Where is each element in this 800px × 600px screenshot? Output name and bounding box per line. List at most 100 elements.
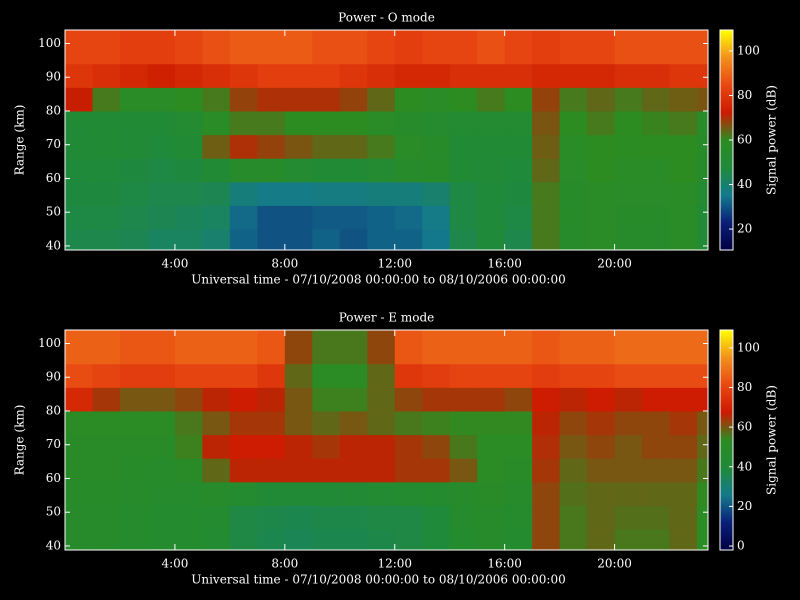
heatmap-cell — [504, 229, 533, 251]
heatmap-cell — [257, 134, 286, 159]
heatmap-cell — [394, 134, 423, 159]
heatmap-cell — [284, 481, 313, 506]
heatmap-cell — [92, 529, 121, 551]
heatmap-cell — [504, 410, 533, 436]
heatmap-cell — [174, 87, 203, 112]
heatmap-cell — [229, 434, 258, 459]
heatmap-cell — [587, 481, 616, 506]
heatmap-cell — [367, 330, 396, 365]
heatmap-cell — [367, 229, 396, 251]
heatmap-cell — [477, 410, 506, 436]
heatmap-cell — [257, 181, 286, 206]
heatmap-cell — [697, 134, 709, 159]
heatmap-cell — [65, 410, 93, 436]
heatmap-cell — [339, 458, 368, 483]
heatmap-cell — [257, 529, 286, 551]
heatmap-cell — [642, 529, 671, 551]
heatmap-cell — [119, 87, 148, 112]
heatmap-cell — [587, 87, 616, 112]
heatmap-cell — [504, 529, 533, 551]
y-tick-label: 50 — [46, 505, 61, 519]
heatmap-cell — [449, 434, 478, 459]
heatmap-cell — [449, 63, 478, 88]
heatmap-cell — [642, 229, 671, 251]
heatmap-cell — [697, 505, 709, 530]
heatmap-cell — [229, 110, 258, 136]
y-tick-label: 40 — [46, 238, 61, 252]
heatmap-cell — [367, 505, 396, 530]
heatmap-cell — [532, 481, 561, 506]
heatmap-cell — [65, 363, 93, 388]
heatmap-cell — [394, 87, 423, 112]
heatmap-cell — [532, 387, 561, 412]
heatmap-cell — [559, 158, 588, 183]
heatmap-cell — [559, 181, 588, 206]
heatmap-cell — [92, 229, 121, 251]
heatmap-cell — [642, 158, 671, 183]
y-tick-label: 80 — [46, 403, 61, 417]
heatmap-cell — [394, 229, 423, 251]
heatmap-cell — [394, 529, 423, 551]
heatmap-cell — [174, 205, 203, 230]
heatmap-cell — [614, 330, 643, 365]
heatmap-cell — [257, 110, 286, 136]
heatmap-cell — [174, 181, 203, 206]
heatmap-cell — [92, 181, 121, 206]
heatmap-cell — [422, 63, 451, 88]
heatmap-cell — [367, 410, 396, 436]
heatmap-cell — [394, 330, 423, 365]
heatmap-cell — [422, 87, 451, 112]
heatmap-cell — [504, 134, 533, 159]
heatmap-cell — [174, 158, 203, 183]
heatmap-cell — [339, 87, 368, 112]
heatmap-cell — [614, 481, 643, 506]
heatmap-cell — [92, 330, 121, 365]
heatmap-cell — [642, 110, 671, 136]
heatmap-cell — [394, 181, 423, 206]
heatmap-cell — [92, 87, 121, 112]
heatmap-cell — [532, 229, 561, 251]
heatmap-cell — [477, 481, 506, 506]
heatmap-cell — [92, 134, 121, 159]
heatmap-cell — [202, 87, 231, 112]
y-tick-label: 60 — [46, 471, 61, 485]
heatmap-cell — [559, 434, 588, 459]
heatmap-cell — [587, 529, 616, 551]
heatmap-cell — [147, 134, 176, 159]
heatmap-cell — [504, 387, 533, 412]
heatmap-cell — [119, 529, 148, 551]
heatmap-cell — [339, 529, 368, 551]
heatmap-cell — [284, 387, 313, 412]
heatmap-cell — [284, 30, 313, 65]
heatmap-cell — [229, 363, 258, 388]
heatmap-cell — [559, 63, 588, 88]
heatmap-cell — [532, 205, 561, 230]
heatmap-cell — [367, 87, 396, 112]
heatmap-cell — [394, 458, 423, 483]
heatmap-cell — [587, 181, 616, 206]
heatmap-cell — [229, 30, 258, 65]
heatmap-cell — [257, 229, 286, 251]
heatmap-cell — [504, 30, 533, 65]
heatmap-cell — [367, 181, 396, 206]
heatmap-cell — [394, 205, 423, 230]
heatmap-cell — [147, 529, 176, 551]
heatmap-cell — [312, 363, 341, 388]
heatmap-cell — [229, 458, 258, 483]
heatmap-cell — [339, 110, 368, 136]
heatmap-cell — [477, 505, 506, 530]
heatmap-cell — [339, 481, 368, 506]
y-tick-label: 50 — [46, 205, 61, 219]
heatmap-cell — [614, 134, 643, 159]
heatmap-cell — [147, 158, 176, 183]
heatmap-cell — [174, 481, 203, 506]
heatmap-cell — [284, 458, 313, 483]
heatmap-cell — [257, 434, 286, 459]
heatmap-cell — [312, 505, 341, 530]
colorbar-tick-label: 60 — [737, 133, 752, 147]
heatmap-cell — [92, 363, 121, 388]
heatmap-cell — [65, 505, 93, 530]
heatmap-cell — [119, 363, 148, 388]
heatmap-cell — [697, 110, 709, 136]
y-axis-label: Range (km) — [13, 105, 27, 176]
